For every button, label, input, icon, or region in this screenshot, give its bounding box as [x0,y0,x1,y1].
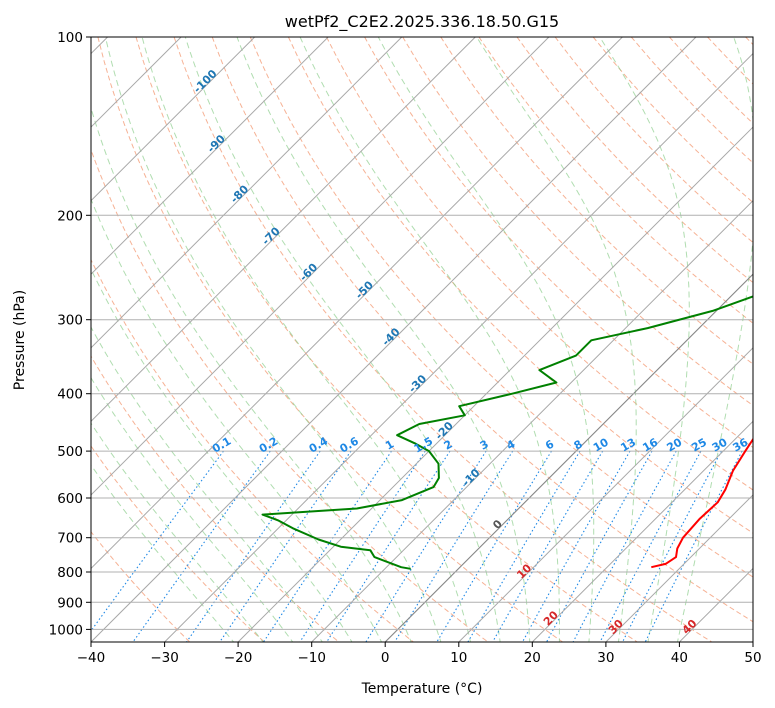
isotherm [91,37,256,202]
x-tick-label: −20 [224,650,253,666]
y-tick-label: 300 [57,313,83,329]
x-tick-label: 0 [381,650,390,666]
isotherm [605,494,753,642]
y-tick-label: 1000 [49,622,83,638]
x-tick-label: 10 [450,650,467,666]
x-tick-label: 50 [744,650,761,666]
y-tick-label: 100 [57,30,83,46]
y-tick-label: 800 [57,565,83,581]
y-axis: 100 200 300 400 500 600 700 800 900 1000 [49,30,91,638]
mixing-ratio-line [599,450,702,642]
mixing-ratio-line [394,450,514,642]
plot-area: 0.1 0.2 0.4 0.6 1 1.5 2 3 4 6 8 10 13 16 20 25 30 36-100-… [91,37,753,642]
mixing-ratio-line [132,450,271,642]
x-tick-label: 30 [597,650,614,666]
y-tick-label: 600 [57,491,83,507]
mixing-ratio-line [299,450,426,642]
x-tick-label: 20 [524,650,541,666]
moist-adiabat [91,106,412,642]
dry-adiabat [249,37,753,578]
mixing-ratio-line [326,450,451,642]
isotherm [458,347,753,642]
x-tick-label: −30 [150,650,179,666]
isotherm [91,37,550,496]
isotherm-zero [384,273,753,642]
isotherm [91,37,329,275]
isotherm [91,37,623,570]
y-tick-label: 200 [57,208,83,224]
sounding-traces [261,295,753,570]
isotherm [91,37,476,423]
isotherm [311,199,753,642]
x-axis: −40 −30 −20 −10 0 10 20 30 40 50 [77,642,762,666]
y-tick-label: 700 [57,531,83,547]
y-tick-label: 400 [57,387,83,403]
x-tick-label: 40 [671,650,688,666]
mixing-ratio-line [262,450,392,642]
dewpoint-trace [261,295,753,570]
isotherm [91,37,403,349]
x-tick-label: −40 [77,650,106,666]
dry-adiabat [326,37,753,491]
isotherm [91,37,697,642]
chart-title: wetPf2_C2E2.2025.336.18.50.G15 [285,12,559,32]
isotherm [237,126,753,642]
dry-adiabat [211,37,753,623]
y-tick-label: 900 [57,595,83,611]
temperature-trace [651,437,753,569]
isotherm [164,52,753,642]
isotherm [531,420,753,642]
isotherms [91,37,753,642]
isobars [91,37,753,630]
mixing-ratio-line [572,450,677,642]
x-tick-label: −10 [297,650,326,666]
x-axis-label: Temperature (°C) [361,681,483,697]
moist-adiabat [91,197,383,642]
plot-frame [90,36,754,643]
y-axis-label: Pressure (hPa) [12,290,28,390]
y-tick-label: 500 [57,444,83,460]
